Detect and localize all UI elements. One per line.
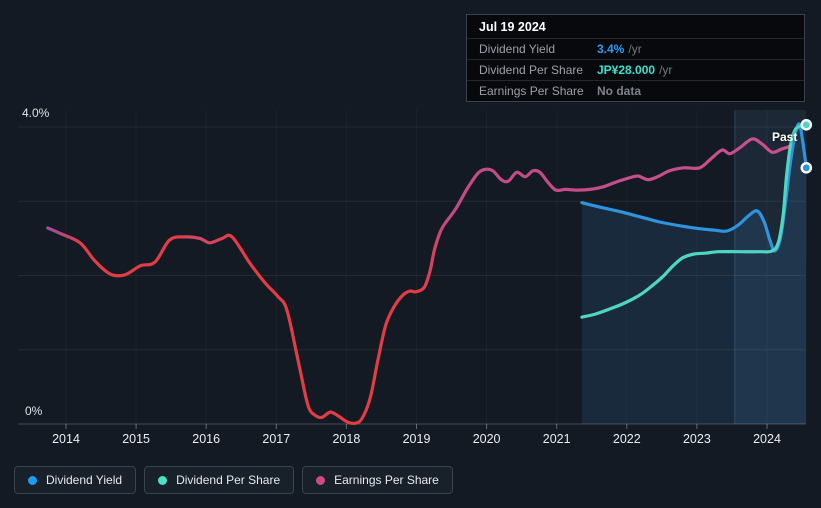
x-axis-label-2014: 2014 (52, 432, 80, 446)
x-axis-label-2018: 2018 (332, 432, 361, 446)
series-line-dividend-yield (580, 122, 808, 253)
x-axis-label-2016: 2016 (192, 432, 221, 446)
legend-chip-dividend-yield[interactable]: Dividend Yield (14, 466, 137, 494)
tooltip-row-unit: /yr (659, 63, 673, 77)
x-axis-label-2019: 2019 (402, 432, 431, 446)
tooltip-date: Jul 19 2024 (479, 20, 546, 34)
x-axis-label-2021: 2021 (542, 432, 571, 446)
legend: Dividend Yield Dividend Per Share Earnings… (14, 466, 453, 494)
legend-label: Earnings Per Share (334, 473, 439, 487)
x-axis-label-2024: 2024 (753, 432, 781, 446)
x-axis-label-2017: 2017 (262, 432, 291, 446)
series-line-earnings-per-share (46, 137, 792, 426)
tooltip-row-value: JP¥28.000 (597, 63, 656, 77)
tooltip-row-dividend-per-share: Dividend Per Share JP¥28.000/yr (467, 59, 804, 80)
end-dot-dividend-yield[interactable] (800, 161, 813, 174)
x-axis-label-2022: 2022 (612, 432, 641, 446)
chart-tooltip: Jul 19 2024 Dividend Yield 3.4%/yr Dividen… (466, 14, 805, 102)
tooltip-row-label: Dividend Yield (479, 42, 556, 56)
tooltip-row-label: Dividend Per Share (479, 63, 584, 77)
legend-dot-earnings-per-share (316, 475, 326, 485)
shaded-region-dividend-era (581, 123, 807, 424)
legend-chip-dividend-per-share[interactable]: Dividend Per Share (144, 466, 295, 494)
tooltip-row-unit: /yr (628, 42, 642, 56)
legend-label: Dividend Yield (46, 473, 123, 487)
x-axis-label-2015: 2015 (122, 432, 150, 446)
past-highlight-band (734, 110, 807, 424)
past-label: Past (772, 130, 798, 144)
series-line-dividend-per-share (580, 123, 808, 319)
tooltip-row-label: Earnings Per Share (479, 84, 584, 98)
y-axis-label-bottom: 0% (25, 404, 43, 418)
tooltip-row-value: 3.4% (597, 42, 625, 56)
end-dot-dividend-per-share[interactable] (800, 119, 813, 131)
tooltip-row-earnings-per-share: Earnings Per Share No data (467, 80, 804, 101)
y-axis-label-top: 4.0% (22, 106, 50, 120)
legend-dot-dividend-per-share (158, 475, 168, 485)
x-axis-label-2020: 2020 (472, 432, 501, 446)
tooltip-row-dividend-yield: Dividend Yield 3.4%/yr (467, 38, 804, 59)
legend-dot-dividend-yield (28, 475, 37, 485)
legend-label: Dividend Per Share (176, 473, 281, 487)
x-axis-label-2023: 2023 (682, 432, 711, 446)
legend-chip-earnings-per-share[interactable]: Earnings Per Share (302, 466, 453, 494)
tooltip-row-value: No data (597, 84, 642, 98)
